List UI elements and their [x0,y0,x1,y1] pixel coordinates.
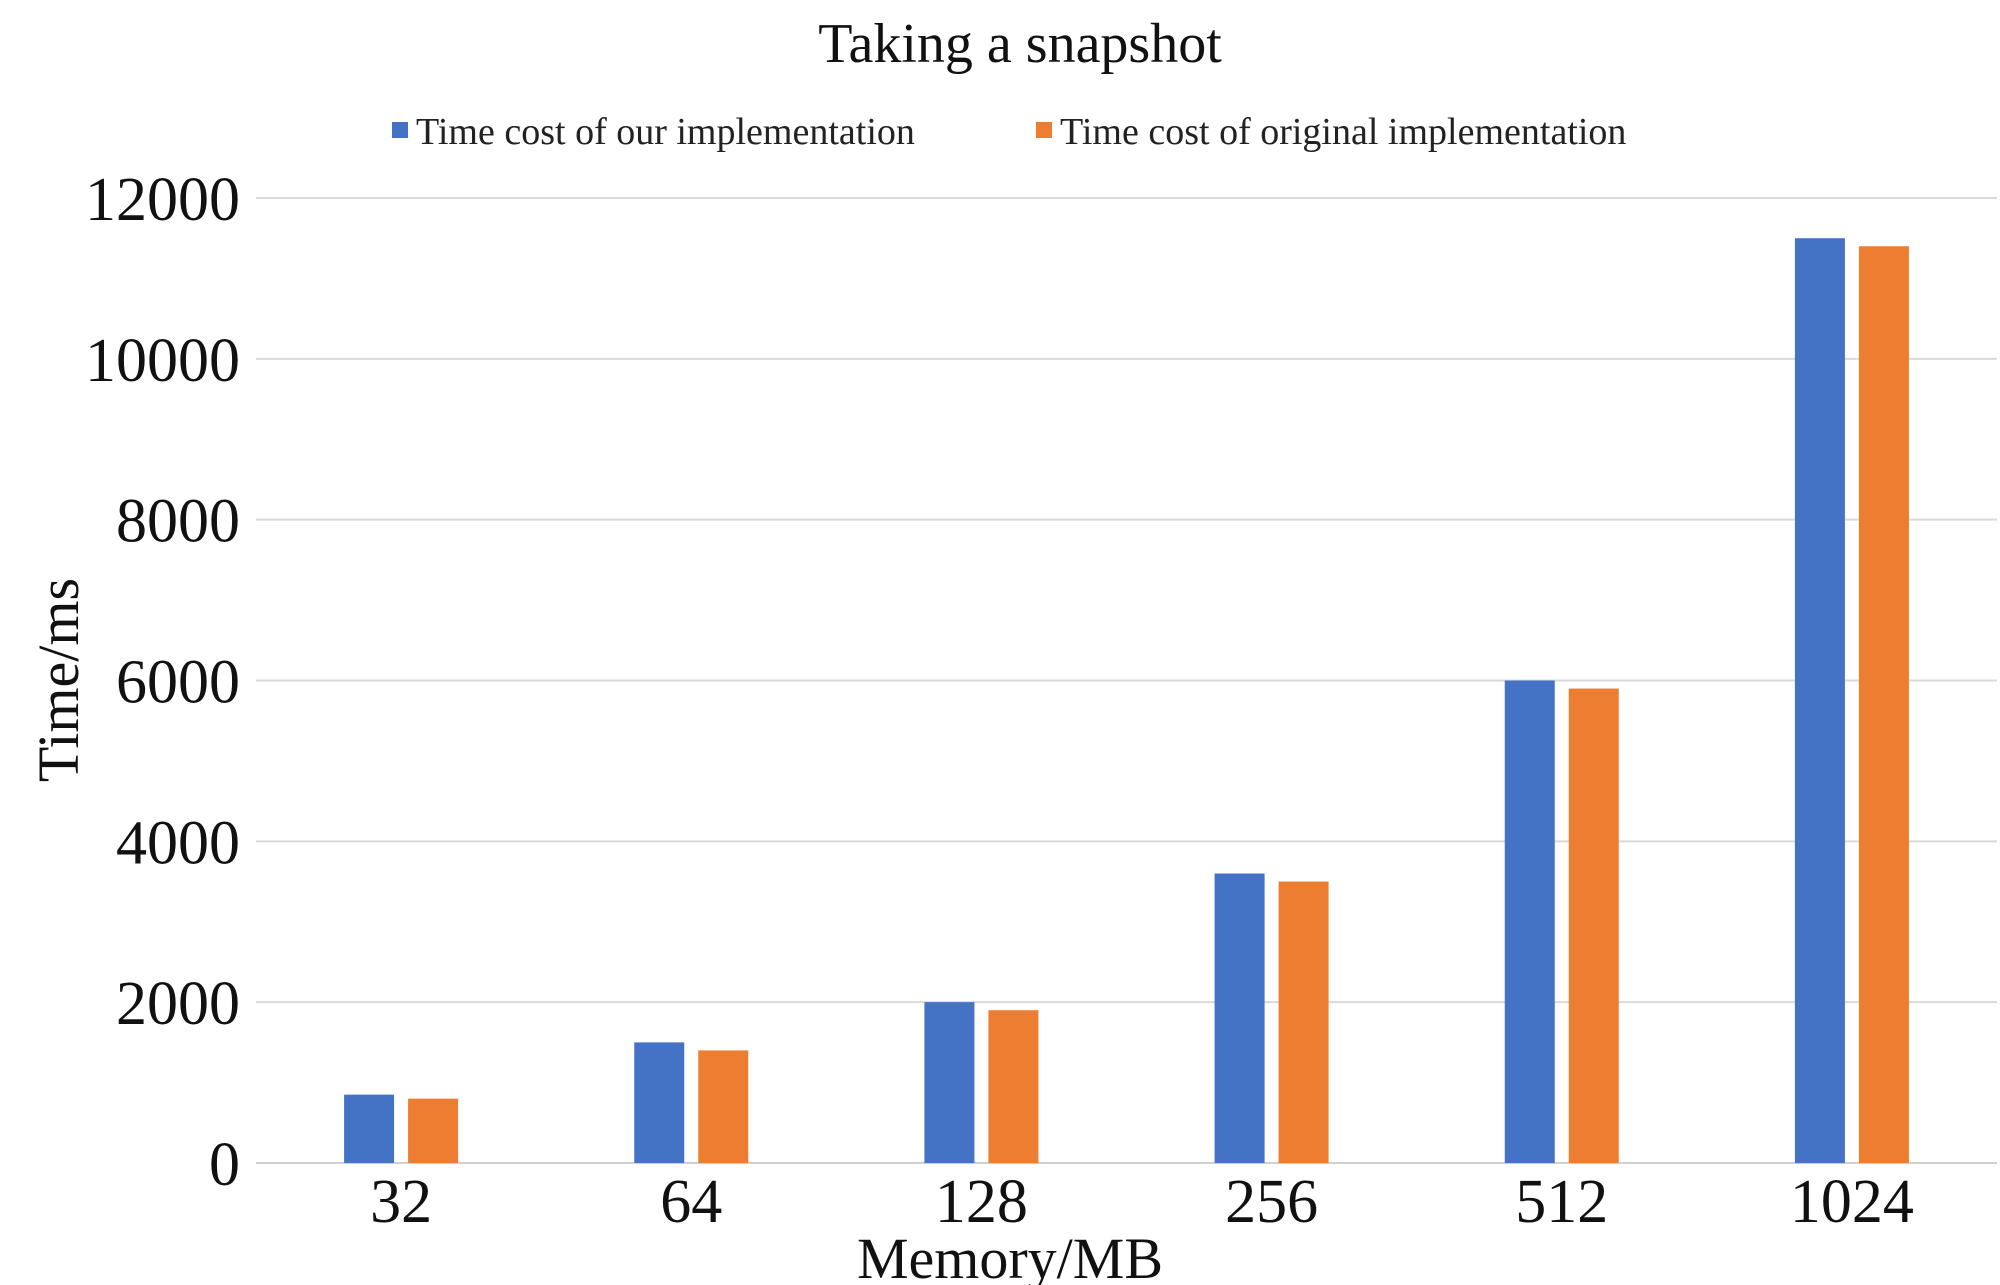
bar-series-1-64 [698,1050,749,1163]
bar-series-0-64 [634,1042,685,1163]
legend-swatch-0 [392,122,408,138]
bar-series-0-128 [924,1002,975,1163]
bars [344,238,1909,1164]
y-tick-label: 12000 [85,166,240,234]
x-tick-label: 32 [370,1168,432,1236]
bar-series-0-1024 [1794,238,1845,1164]
y-tick-label: 0 [209,1131,240,1199]
gridlines [256,197,1997,1164]
y-axis-label: Time/ms [26,578,91,782]
x-tick-label: 512 [1515,1168,1608,1236]
legend-label-0: Time cost of our implementation [416,111,915,153]
y-tick-label: 10000 [85,327,240,395]
chart-title: Taking a snapshot [818,13,1222,75]
x-axis-label: Memory/MB [857,1226,1163,1285]
bar-series-1-32 [408,1098,459,1163]
x-tick-label: 1024 [1790,1168,1914,1236]
x-tick-label: 128 [935,1168,1028,1236]
bar-series-1-128 [988,1010,1039,1163]
legend: Time cost of our implementation Time cost… [392,111,1626,153]
y-tick-label: 4000 [116,809,240,877]
x-tick-label: 64 [660,1168,722,1236]
y-tick-label: 6000 [116,649,240,717]
bar-series-1-256 [1278,881,1329,1163]
bar-series-1-1024 [1858,246,1909,1163]
bar-series-1-512 [1568,688,1619,1163]
bar-series-0-512 [1504,680,1555,1163]
legend-label-1: Time cost of original implementation [1060,111,1626,153]
y-axis-ticks: 0 2000 4000 6000 8000 10000 12000 [85,166,240,1199]
y-tick-label: 2000 [116,970,240,1038]
y-tick-label: 8000 [116,488,240,556]
x-tick-label: 256 [1225,1168,1318,1236]
bar-series-0-32 [344,1094,395,1163]
x-axis-ticks: 32 64 128 256 512 1024 [370,1168,1914,1236]
legend-swatch-1 [1036,122,1052,138]
bar-series-0-256 [1214,873,1265,1163]
